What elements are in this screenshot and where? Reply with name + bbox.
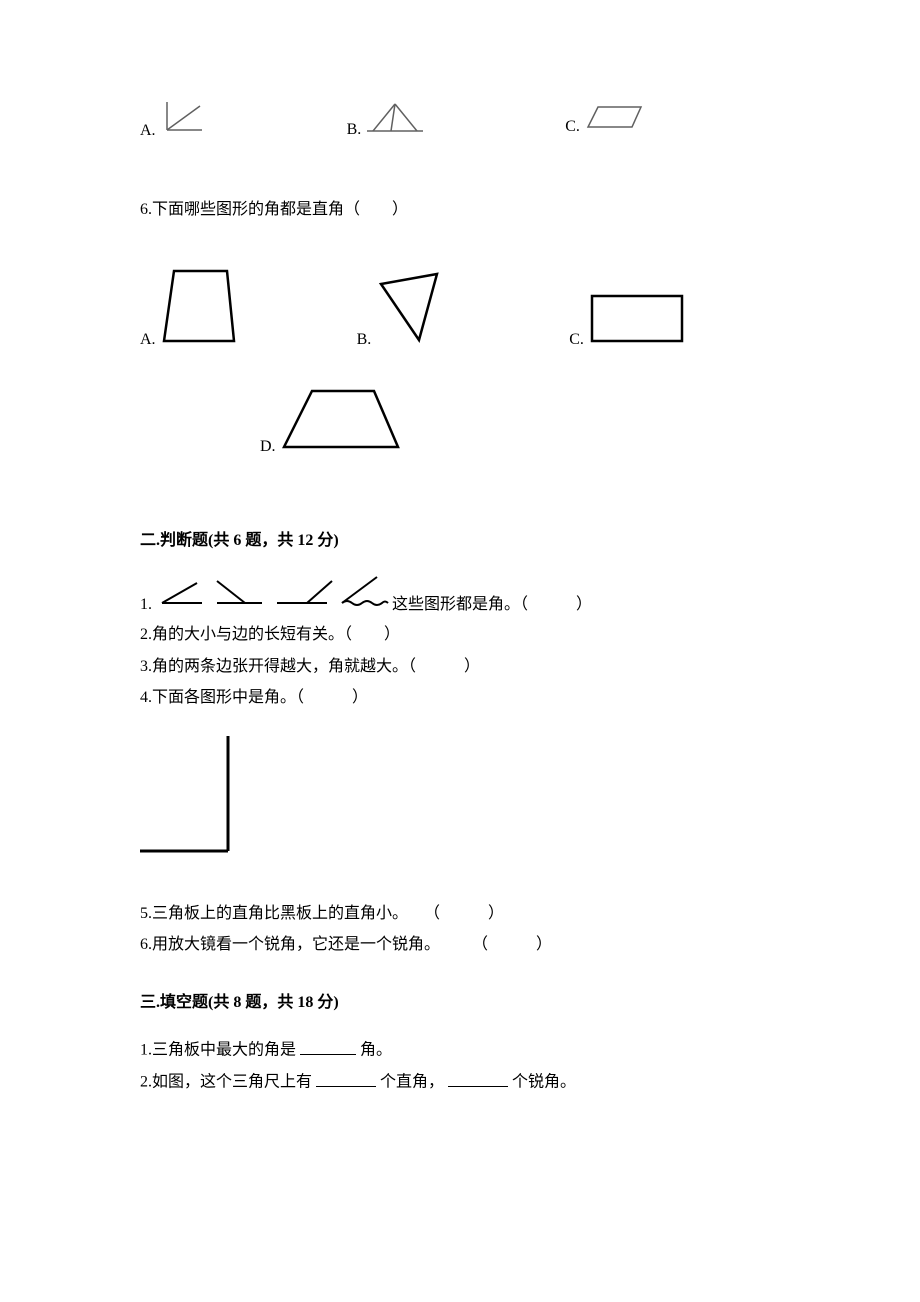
q6-choice-c: C. <box>569 294 685 349</box>
q6-label-a: A. <box>140 331 156 349</box>
fill-q1-a: 1.三角板中最大的角是 <box>140 1042 296 1059</box>
q6-figure-d <box>282 389 402 456</box>
q6-choices-row-1: A. B. C. <box>140 269 830 349</box>
fill-q2-a: 2.如图，这个三角尺上有 <box>140 1074 312 1091</box>
q6-choice-b: B. <box>357 272 450 349</box>
judge-q6: 6.用放大镜看一个锐角，它还是一个锐角。 （ ） <box>140 932 830 958</box>
q6-figure-c <box>590 294 685 349</box>
judge-q2: 2.角的大小与边的长短有关。（ ） <box>140 622 830 648</box>
judge-q4-figure <box>140 736 830 861</box>
judge-q5: 5.三角板上的直角比黑板上的直角小。 （ ） <box>140 901 830 927</box>
fill-q1-blank <box>300 1037 356 1055</box>
q5-choice-b: B. <box>347 102 426 139</box>
judge-q4: 4.下面各图形中是角。（ ） <box>140 685 830 711</box>
judge-q3: 3.角的两条边张开得越大，角就越大。（ ） <box>140 654 830 680</box>
q5-figure-b <box>367 102 425 139</box>
q6-text: 6.下面哪些图形的角都是直角（ ） <box>140 195 830 219</box>
fill-q2-blank1 <box>316 1069 376 1087</box>
q5-choice-a: A. <box>140 100 207 140</box>
judge-q1-figures <box>152 575 392 614</box>
q5-choice-c: C. <box>565 105 644 136</box>
q5-figure-c <box>586 105 644 136</box>
q5-label-b: B. <box>347 121 362 139</box>
fill-q2: 2.如图，这个三角尺上有 个直角， 个锐角。 <box>140 1069 830 1095</box>
q6-label-b: B. <box>357 331 372 349</box>
q6-choice-a: A. <box>140 269 237 349</box>
q5-label-a: A. <box>140 122 156 140</box>
fill-q1-b: 角。 <box>360 1042 392 1059</box>
judge-q1: 1. 这些图形都是角。（ ） <box>140 575 830 614</box>
judge-q1-tail: 这些图形都是角。（ ） <box>392 590 592 614</box>
q5-figure-a <box>162 100 207 140</box>
fill-q2-c: 个锐角。 <box>512 1074 576 1091</box>
fill-q2-blank2 <box>448 1069 508 1087</box>
q6-label-d: D. <box>260 438 276 456</box>
judge-q1-num: 1. <box>140 596 152 614</box>
fill-q2-b: 个直角， <box>380 1074 444 1091</box>
q6-choice-d: D. <box>260 389 830 456</box>
q6-figure-b <box>377 272 449 349</box>
q6-label-c: C. <box>569 331 584 349</box>
section2-title: 二.判断题(共 6 题，共 12 分) <box>140 526 830 550</box>
q6-figure-a <box>162 269 237 349</box>
q5-choices-row: A. B. C. <box>140 100 830 140</box>
fill-q1: 1.三角板中最大的角是 角。 <box>140 1037 830 1063</box>
q5-label-c: C. <box>565 118 580 136</box>
section3-title: 三.填空题(共 8 题，共 18 分) <box>140 988 830 1012</box>
